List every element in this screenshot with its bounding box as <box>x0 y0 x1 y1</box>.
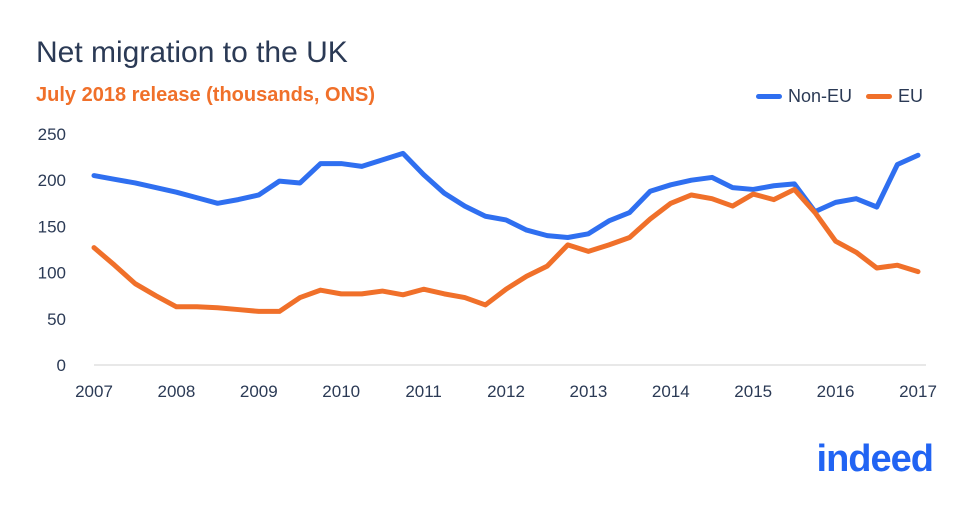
legend-label-eu: EU <box>897 86 923 106</box>
series-line-non-eu <box>91 150 921 240</box>
legend-swatch-eu <box>865 94 892 99</box>
legend-swatch-non-eu <box>755 94 782 99</box>
x-tick-label: 2017 <box>899 382 937 401</box>
y-tick-label: 250 <box>38 125 66 144</box>
series-line-eu <box>91 186 921 314</box>
y-tick-label: 0 <box>57 356 66 375</box>
y-tick-label: 150 <box>38 217 66 236</box>
legend: Non-EU EU <box>755 86 923 107</box>
x-tick-label: 2011 <box>405 382 442 401</box>
x-tick-label: 2010 <box>322 382 360 401</box>
x-tick-label: 2014 <box>652 382 690 401</box>
y-tick-label: 200 <box>38 171 66 190</box>
x-tick-label: 2012 <box>487 382 525 401</box>
y-tick-label: 100 <box>38 264 66 283</box>
x-tick-label: 2008 <box>157 382 195 401</box>
x-tick-label: 2013 <box>569 382 607 401</box>
x-tick-label: 2007 <box>75 382 113 401</box>
logo-text: indeed <box>816 438 934 480</box>
x-tick-label: 2009 <box>240 382 278 401</box>
chart-title: Net migration to the UK <box>36 36 348 69</box>
x-tick-label: 2016 <box>817 382 855 401</box>
chart-subtitle: July 2018 release (thousands, ONS) <box>36 84 376 106</box>
legend-label-non-eu: Non-EU <box>787 86 852 106</box>
indeed-logo: indeed <box>816 438 934 481</box>
y-tick-label: 50 <box>47 310 66 329</box>
x-tick-label: 2015 <box>734 382 772 401</box>
